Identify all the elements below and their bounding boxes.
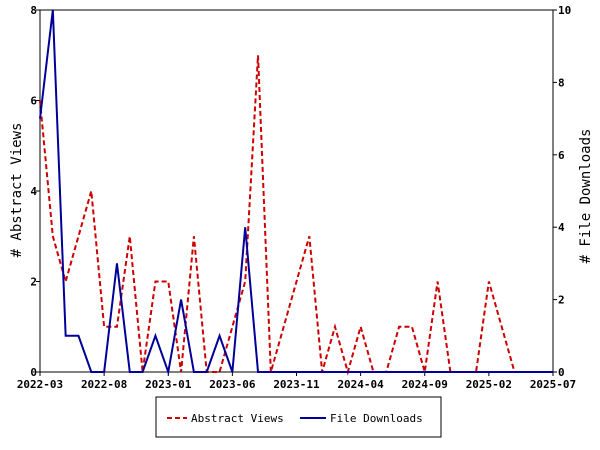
x-tick-label: 2025-07: [530, 378, 576, 391]
y-right-tick-label: 10: [558, 4, 571, 17]
series-lines: [39, 9, 553, 376]
y-left-tick-label: 6: [30, 95, 37, 108]
y-right-tick-label: 2: [558, 294, 565, 307]
series-line-abstract-views: [39, 55, 553, 376]
y-right-tick-label: 0: [558, 366, 565, 379]
x-tick-label: 2023-01: [145, 378, 192, 391]
legend: Abstract Views File Downloads: [155, 396, 442, 438]
x-tick-label: 2023-06: [209, 378, 256, 391]
y-right-tick-label: 8: [558, 76, 565, 89]
x-tick-label: 2024-09: [402, 378, 448, 391]
y-axis-right-title: # File Downloads: [578, 129, 594, 264]
y-left-tick-label: 8: [30, 4, 37, 17]
y-left-tick-label: 4: [30, 185, 37, 198]
y-left-tick-label: 0: [30, 366, 37, 379]
y-axis-left-title: # Abstract Views: [9, 123, 25, 258]
x-tick-label: 2025-02: [466, 378, 512, 391]
x-tick-label: 2022-08: [81, 378, 127, 391]
tick-labels: 2022-03 2022-08 2023-01 2023-06 2023-11 2024-…: [17, 4, 576, 391]
x-tick-label: 2024-04: [337, 378, 384, 391]
legend-box: [155, 396, 442, 438]
y-right-tick-label: 6: [558, 149, 565, 162]
x-tick-label: 2022-03: [17, 378, 63, 391]
legend-label-file-downloads: File Downloads: [330, 412, 423, 425]
plot-area: [39, 9, 554, 373]
x-tick-label: 2023-11: [273, 378, 320, 391]
series-line-file-downloads: [39, 9, 553, 376]
y-left-tick-label: 2: [30, 276, 37, 289]
legend-label-abstract-views: Abstract Views: [191, 412, 284, 425]
y-right-tick-label: 4: [558, 221, 565, 234]
